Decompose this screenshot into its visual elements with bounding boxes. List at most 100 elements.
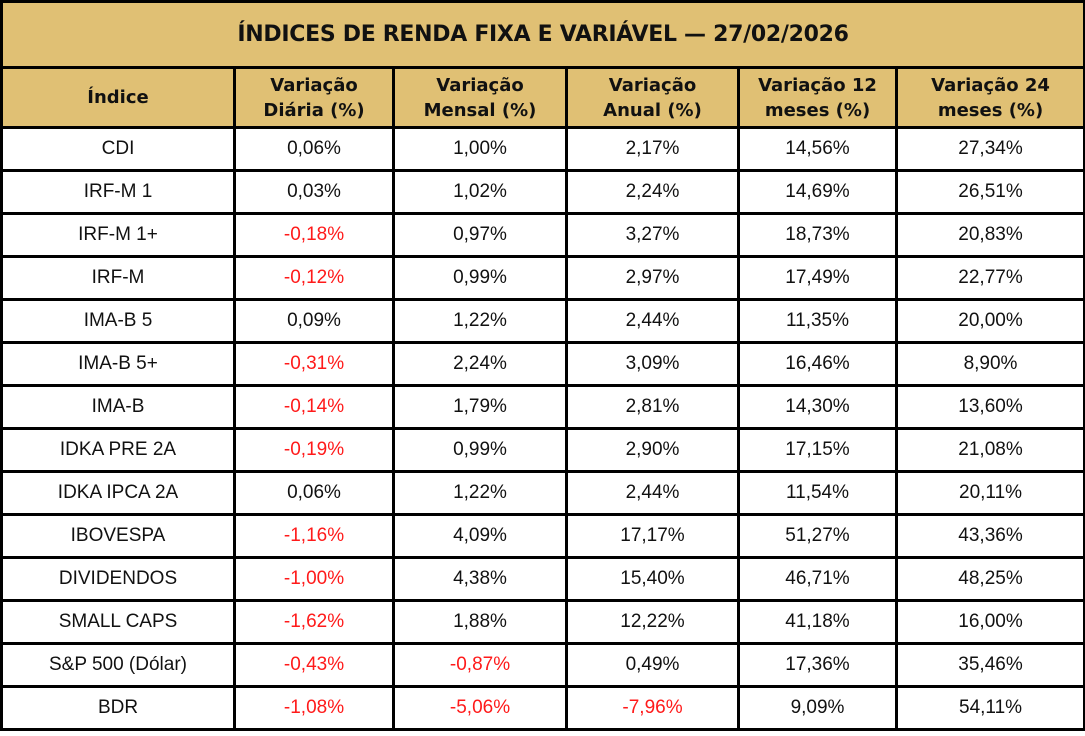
change-24m-cell: 21,08% bbox=[894, 427, 1085, 473]
index-name-cell: IMA-B 5 bbox=[0, 298, 236, 344]
header-label-line1: Variação bbox=[436, 74, 524, 96]
daily-change-cell: -0,12% bbox=[233, 255, 395, 301]
header-12m: Variação 12 meses (%) bbox=[737, 66, 898, 129]
index-name-cell: IMA-B 5+ bbox=[0, 341, 236, 387]
annual-change-cell: 2,17% bbox=[565, 126, 740, 172]
annual-change-cell: 2,24% bbox=[565, 169, 740, 215]
daily-change-cell: -0,18% bbox=[233, 212, 395, 258]
daily-change-cell: -1,16% bbox=[233, 513, 395, 559]
monthly-change-cell: 2,24% bbox=[392, 341, 568, 387]
header-label-line2: meses (%) bbox=[937, 99, 1044, 121]
monthly-change-cell: -0,87% bbox=[392, 642, 568, 688]
annual-change-cell: 2,44% bbox=[565, 298, 740, 344]
daily-change-cell: -0,31% bbox=[233, 341, 395, 387]
monthly-change-cell: 0,97% bbox=[392, 212, 568, 258]
daily-change-cell: -1,00% bbox=[233, 556, 395, 602]
header-label-line1: Variação bbox=[270, 74, 358, 96]
change-24m-cell: 20,83% bbox=[894, 212, 1085, 258]
table-row: CDI 0,06% 1,00% 2,17% 14,56% 27,34% bbox=[0, 126, 1085, 172]
table-row: DIVIDENDOS -1,00% 4,38% 15,40% 46,71% 48,25% bbox=[0, 556, 1085, 602]
table-row: IMA-B 5 0,09% 1,22% 2,44% 11,35% 20,00% bbox=[0, 298, 1085, 344]
annual-change-cell: 2,97% bbox=[565, 255, 740, 301]
change-24m-cell: 54,11% bbox=[894, 685, 1085, 731]
table-row: IDKA PRE 2A -0,19% 0,99% 2,90% 17,15% 21,08% bbox=[0, 427, 1085, 473]
annual-change-cell: 15,40% bbox=[565, 556, 740, 602]
annual-change-cell: 0,49% bbox=[565, 642, 740, 688]
table-row: IMA-B -0,14% 1,79% 2,81% 14,30% 13,60% bbox=[0, 384, 1085, 430]
table-row: IRF-M 1 0,03% 1,02% 2,24% 14,69% 26,51% bbox=[0, 169, 1085, 215]
change-24m-cell: 20,00% bbox=[894, 298, 1085, 344]
change-12m-cell: 17,49% bbox=[737, 255, 898, 301]
daily-change-cell: -0,14% bbox=[233, 384, 395, 430]
table-row: IDKA IPCA 2A 0,06% 1,22% 2,44% 11,54% 20,11% bbox=[0, 470, 1085, 516]
index-name-cell: DIVIDENDOS bbox=[0, 556, 236, 602]
change-24m-cell: 48,25% bbox=[894, 556, 1085, 602]
header-label-line2: Anual (%) bbox=[603, 99, 702, 121]
daily-change-cell: -1,08% bbox=[233, 685, 395, 731]
annual-change-cell: 17,17% bbox=[565, 513, 740, 559]
change-12m-cell: 17,15% bbox=[737, 427, 898, 473]
index-name-cell: BDR bbox=[0, 685, 236, 731]
monthly-change-cell: 1,02% bbox=[392, 169, 568, 215]
change-24m-cell: 20,11% bbox=[894, 470, 1085, 516]
header-24m: Variação 24 meses (%) bbox=[894, 66, 1085, 129]
annual-change-cell: 3,09% bbox=[565, 341, 740, 387]
daily-change-cell: -1,62% bbox=[233, 599, 395, 645]
change-12m-cell: 9,09% bbox=[737, 685, 898, 731]
header-label-line2: Diária (%) bbox=[263, 99, 365, 121]
change-24m-cell: 13,60% bbox=[894, 384, 1085, 430]
change-12m-cell: 16,46% bbox=[737, 341, 898, 387]
daily-change-cell: -0,43% bbox=[233, 642, 395, 688]
index-name-cell: IDKA IPCA 2A bbox=[0, 470, 236, 516]
header-label-line2: meses (%) bbox=[764, 99, 871, 121]
index-name-cell: IBOVESPA bbox=[0, 513, 236, 559]
monthly-change-cell: 1,22% bbox=[392, 470, 568, 516]
monthly-change-cell: -5,06% bbox=[392, 685, 568, 731]
monthly-change-cell: 4,38% bbox=[392, 556, 568, 602]
header-label-line1: Variação 24 bbox=[931, 74, 1050, 96]
change-12m-cell: 17,36% bbox=[737, 642, 898, 688]
change-12m-cell: 11,35% bbox=[737, 298, 898, 344]
annual-change-cell: 3,27% bbox=[565, 212, 740, 258]
index-name-cell: IMA-B bbox=[0, 384, 236, 430]
table-row: IMA-B 5+ -0,31% 2,24% 3,09% 16,46% 8,90% bbox=[0, 341, 1085, 387]
change-24m-cell: 8,90% bbox=[894, 341, 1085, 387]
change-12m-cell: 51,27% bbox=[737, 513, 898, 559]
annual-change-cell: 2,90% bbox=[565, 427, 740, 473]
change-12m-cell: 14,69% bbox=[737, 169, 898, 215]
table-row: BDR -1,08% -5,06% -7,96% 9,09% 54,11% bbox=[0, 685, 1085, 731]
change-12m-cell: 14,56% bbox=[737, 126, 898, 172]
header-index: Índice bbox=[0, 66, 236, 129]
index-name-cell: SMALL CAPS bbox=[0, 599, 236, 645]
index-name-cell: IDKA PRE 2A bbox=[0, 427, 236, 473]
header-daily: Variação Diária (%) bbox=[233, 66, 395, 129]
table-row: SMALL CAPS -1,62% 1,88% 12,22% 41,18% 16,00% bbox=[0, 599, 1085, 645]
header-annual: Variação Anual (%) bbox=[565, 66, 740, 129]
table-row: S&P 500 (Dólar) -0,43% -0,87% 0,49% 17,36% 35… bbox=[0, 642, 1085, 688]
table-row: IBOVESPA -1,16% 4,09% 17,17% 51,27% 43,36% bbox=[0, 513, 1085, 559]
index-name-cell: IRF-M 1+ bbox=[0, 212, 236, 258]
table-body: CDI 0,06% 1,00% 2,17% 14,56% 27,34% IRF-M 1 0,0… bbox=[0, 126, 1085, 731]
change-24m-cell: 43,36% bbox=[894, 513, 1085, 559]
change-24m-cell: 22,77% bbox=[894, 255, 1085, 301]
index-name-cell: CDI bbox=[0, 126, 236, 172]
monthly-change-cell: 0,99% bbox=[392, 255, 568, 301]
header-label-line2: Mensal (%) bbox=[423, 99, 537, 121]
table-title: ÍNDICES DE RENDA FIXA E VARIÁVEL — 27/02… bbox=[0, 0, 1085, 69]
index-name-cell: S&P 500 (Dólar) bbox=[0, 642, 236, 688]
monthly-change-cell: 1,00% bbox=[392, 126, 568, 172]
daily-change-cell: 0,09% bbox=[233, 298, 395, 344]
header-monthly: Variação Mensal (%) bbox=[392, 66, 568, 129]
index-name-cell: IRF-M 1 bbox=[0, 169, 236, 215]
monthly-change-cell: 4,09% bbox=[392, 513, 568, 559]
change-12m-cell: 14,30% bbox=[737, 384, 898, 430]
daily-change-cell: 0,03% bbox=[233, 169, 395, 215]
daily-change-cell: 0,06% bbox=[233, 126, 395, 172]
change-24m-cell: 26,51% bbox=[894, 169, 1085, 215]
header-row: Índice Variação Diária (%) Variação Mensal (… bbox=[0, 66, 1085, 129]
table-row: IRF-M -0,12% 0,99% 2,97% 17,49% 22,77% bbox=[0, 255, 1085, 301]
header-label-line1: Variação bbox=[608, 74, 697, 96]
header-label-line1: Índice bbox=[87, 87, 149, 108]
